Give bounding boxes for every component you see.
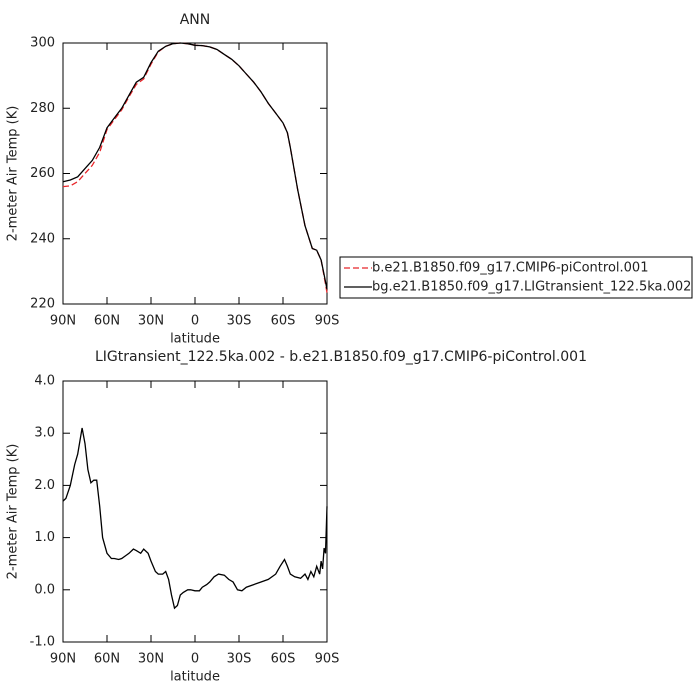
y-tick-label: 4.0 — [34, 374, 55, 389]
chart-title: ANN — [180, 12, 211, 28]
x-axis-label: latitude — [170, 332, 220, 347]
x-tick-label: 90N — [50, 314, 76, 329]
y-tick-label: 280 — [30, 101, 55, 116]
x-tick-label: 90S — [315, 652, 340, 667]
y-tick-label: 0.0 — [34, 582, 55, 597]
x-tick-label: 60S — [271, 314, 296, 329]
x-tick-label: 30S — [227, 652, 252, 667]
y-tick-label: 220 — [30, 297, 55, 312]
legend-box — [339, 256, 693, 299]
y-tick-label: 1.0 — [34, 530, 55, 545]
legend-label: b.e21.B1850.f09_g17.CMIP6-piControl.001 — [372, 261, 648, 276]
chart-title: LIGtransient_122.5ka.002 - b.e21.B1850.f… — [95, 349, 587, 365]
x-tick-label: 90N — [50, 652, 76, 667]
legend-label: bg.e21.B1850.f09_g17.LIGtransient_122.5k… — [372, 280, 691, 295]
x-tick-label: 0 — [191, 652, 199, 667]
plot-frame — [62, 42, 328, 305]
x-axis-label: latitude — [170, 670, 220, 685]
y-tick-label: 240 — [30, 231, 55, 246]
series-line — [62, 42, 328, 293]
x-tick-label: 30N — [138, 314, 164, 329]
x-tick-label: 0 — [191, 314, 199, 329]
x-tick-label: 60N — [94, 652, 120, 667]
series-line — [62, 427, 328, 610]
plot-frame — [62, 380, 328, 643]
y-tick-label: 2.0 — [34, 478, 55, 493]
series-line — [62, 42, 328, 290]
x-tick-label: 60S — [271, 652, 296, 667]
x-tick-label: 30N — [138, 652, 164, 667]
y-tick-label: 260 — [30, 166, 55, 181]
y-axis-label: 2-meter Air Temp (K) — [6, 444, 21, 580]
x-tick-label: 30S — [227, 314, 252, 329]
x-tick-label: 60N — [94, 314, 120, 329]
y-tick-label: -1.0 — [30, 635, 55, 650]
x-tick-label: 90S — [315, 314, 340, 329]
y-tick-label: 3.0 — [34, 426, 55, 441]
y-tick-label: 300 — [30, 36, 55, 51]
y-axis-label: 2-meter Air Temp (K) — [6, 106, 21, 242]
